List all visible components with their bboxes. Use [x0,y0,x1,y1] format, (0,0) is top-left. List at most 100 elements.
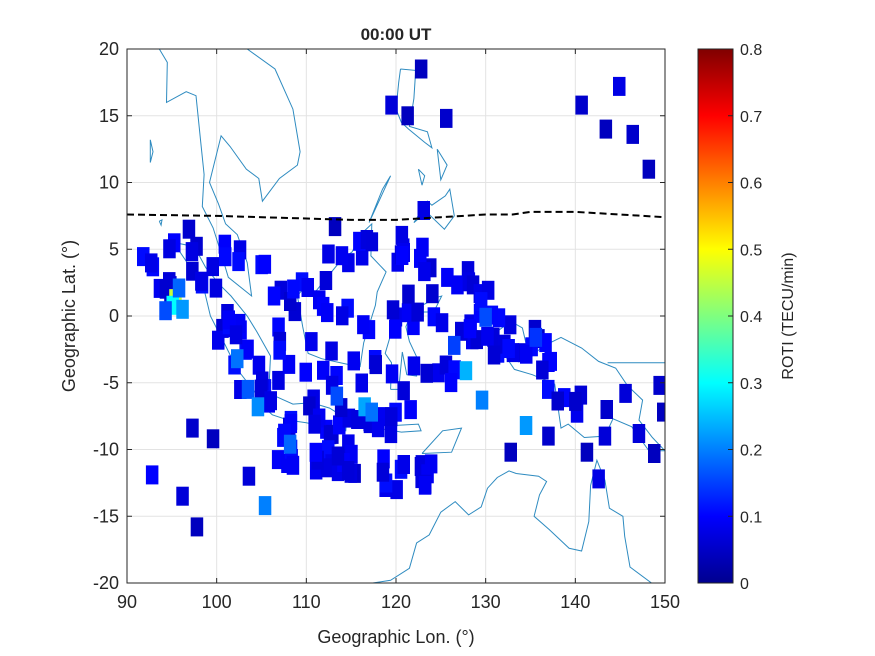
coastline [158,219,163,227]
colorbar-tick-label: 0.2 [740,443,762,460]
roti-cell [592,469,605,489]
roti-cell [365,232,379,252]
roti-cell [397,381,410,401]
roti-cell [529,327,543,347]
roti-cell [459,361,473,381]
roti-cell [272,370,285,390]
chart-title: 00:00 UT [361,25,432,44]
roti-cell [357,315,370,335]
roti-cell [254,379,268,399]
roti-cell [407,356,421,376]
roti-cell [185,242,199,262]
roti-cell [241,379,255,399]
roti-cell [411,302,424,322]
coastline [421,427,463,454]
roti-cell [551,391,564,411]
roti-cell [575,95,588,115]
roti-cell [190,517,204,537]
y-axis-label: Geographic Lat. (°) [59,240,79,392]
colorbar-tick-label: 0 [740,576,749,593]
roti-cell [441,267,454,287]
roti-cell [417,201,430,220]
roti-cell [258,254,272,274]
roti-cell [321,303,334,323]
roti-cell [195,271,208,291]
roti-cell [401,106,414,126]
y-tick-label: -10 [93,440,119,460]
roti-cell [286,455,300,475]
roti-cell [365,402,378,422]
roti-cell [369,355,382,375]
roti-cell [420,363,433,383]
roti-cell [309,442,323,462]
roti-cell [613,76,626,96]
roti-cells [137,59,665,537]
roti-cell [504,442,517,462]
colorbar-label: ROTI (TECU/min) [780,252,797,379]
y-tick-label: 0 [109,306,119,326]
roti-cell [145,465,159,485]
roti-cell [418,262,431,282]
roti-cell [176,299,189,319]
coastline [368,175,392,223]
x-tick-label: 110 [292,592,321,612]
roti-cell [648,444,661,463]
roti-cell [232,252,245,272]
x-tick-label: 140 [560,592,590,612]
roti-cell [451,275,464,295]
roti-cell [272,317,285,337]
x-tick-label: 90 [117,592,137,612]
roti-cell [222,310,235,330]
roti-cell [330,386,344,406]
roti-cell [536,360,549,380]
roti-cell [395,246,409,265]
roti-cell [395,225,409,245]
roti-cell [301,278,314,297]
y-tick-label: 20 [99,39,119,59]
roti-cell [435,313,449,333]
roti-cell [580,442,594,462]
magnetic-equator-line [127,210,665,221]
roti-cell [626,124,639,144]
y-tick-label: -15 [93,506,119,526]
x-axis-ticks: 90 100 110 120 130 140 150 [117,49,680,612]
roti-cell [186,418,199,438]
roti-cell [303,396,316,416]
roti-cell [258,496,272,516]
roti-cell [386,300,400,320]
roti-cell [542,379,555,399]
roti-cell [251,397,265,417]
roti-cell [619,383,632,403]
roti-cell [341,461,355,480]
roti-cell [287,279,300,299]
roti-cell [402,284,415,304]
roti-cell [335,246,349,266]
roti-cell [241,339,254,359]
y-tick-label: 15 [99,106,119,126]
roti-cell [426,284,439,304]
colorbar-tick-label: 0.6 [740,176,762,193]
roti-cell [598,426,612,446]
roti-cell [385,95,398,115]
roti-cell [599,119,613,139]
roti-cell [252,355,266,375]
roti-cell [481,326,494,346]
roti-cell [502,339,515,358]
roti-cell [212,330,225,350]
roti-cell [440,108,453,128]
roti-cell [267,286,281,306]
colorbar-ticks: 0 0.1 0.2 0.3 0.4 0.5 0.6 0.7 0.8 [728,42,762,593]
y-axis-ticks: -20 -15 -10 -5 0 5 10 15 20 [93,39,665,593]
roti-cell [448,335,461,355]
roti-cell [657,402,665,422]
roti-cell [206,429,220,449]
roti-cell [397,455,410,474]
roti-cell [322,244,335,264]
y-tick-label: 10 [99,173,119,193]
roti-cell [242,466,256,486]
roti-cell [542,426,555,446]
roti-cell [317,360,330,380]
roti-cell [474,292,488,312]
roti-cell [264,391,277,411]
